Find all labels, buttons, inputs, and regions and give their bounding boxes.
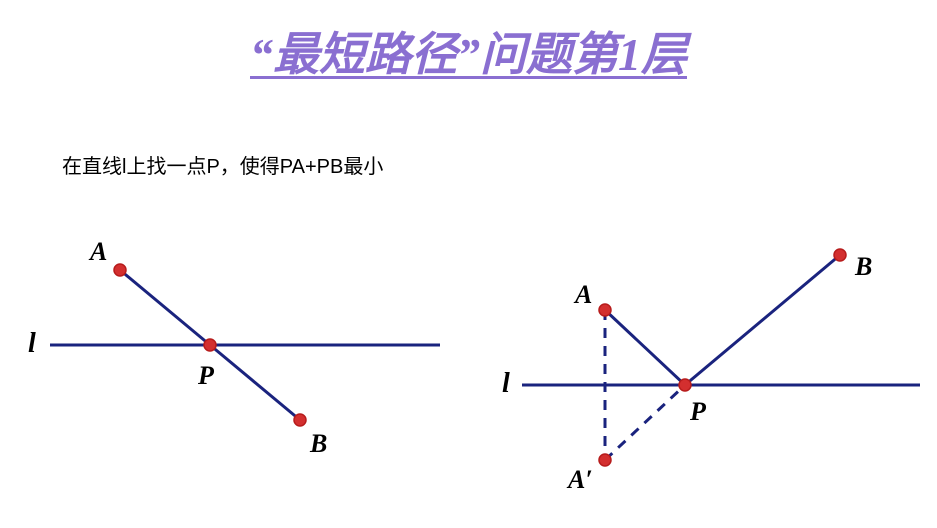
label-P: P <box>197 361 215 390</box>
point-B <box>294 414 306 426</box>
diagram-right: A B P A′ l <box>480 210 937 500</box>
label-A: A <box>573 280 592 309</box>
problem-statement: 在直线l上找一点P，使得PA+PB最小 <box>62 150 383 179</box>
point-A <box>599 304 611 316</box>
point-B <box>834 249 846 261</box>
label-B: B <box>309 429 327 458</box>
segment-AP <box>605 310 685 385</box>
label-A: A <box>88 237 107 266</box>
label-l: l <box>28 328 36 359</box>
segment-AP <box>120 270 210 345</box>
point-P <box>204 339 216 351</box>
label-Aprime: A′ <box>566 465 593 494</box>
dash-Aprime-P <box>605 385 685 460</box>
point-A <box>114 264 126 276</box>
point-Aprime <box>599 454 611 466</box>
label-B: B <box>854 252 872 281</box>
segment-PB <box>210 345 300 420</box>
label-P: P <box>689 397 707 426</box>
diagram-left: A P B l <box>20 210 460 470</box>
page-title: “最短路径”问题第1层 <box>250 18 687 84</box>
point-P <box>679 379 691 391</box>
segment-PB <box>685 255 840 385</box>
label-l: l <box>502 368 510 399</box>
title-container: “最短路径”问题第1层 <box>0 18 937 84</box>
